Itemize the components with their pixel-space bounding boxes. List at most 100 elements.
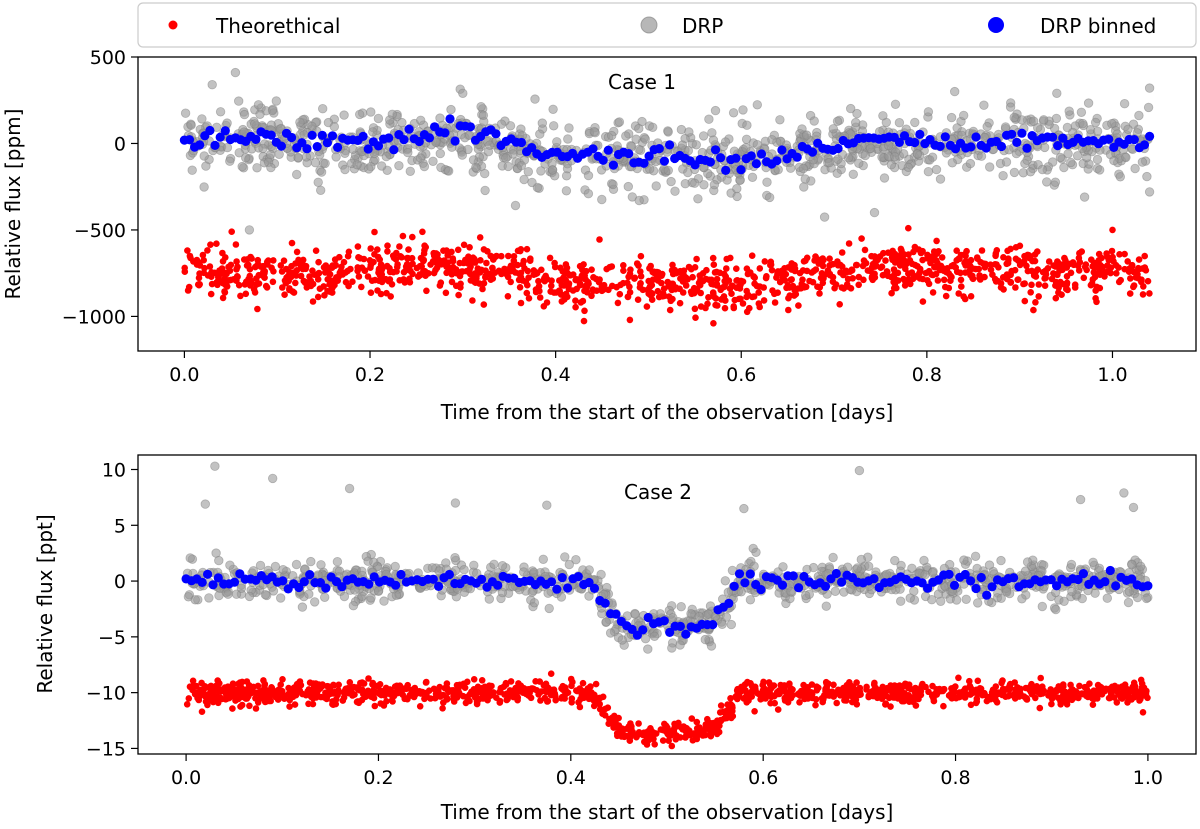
data-point-drp-897 — [614, 117, 625, 127]
data-point-theorethical-685 — [227, 261, 235, 269]
data-point-theorethical-1252 — [388, 691, 396, 699]
data-point-theorethical-245 — [581, 307, 588, 315]
data-point-theorethical-118 — [620, 262, 627, 269]
data-point-theorethical-1067 — [673, 723, 680, 730]
data-point-theorethical-454 — [423, 678, 430, 686]
data-point-theorethical-377 — [1055, 284, 1062, 292]
data-point-drp-756 — [379, 596, 389, 606]
data-point-drp-74 — [676, 602, 686, 612]
data-point-theorethical-1256 — [1073, 689, 1080, 696]
data-point-drp-526 — [726, 619, 737, 630]
data-point-theorethical-1229 — [896, 691, 904, 698]
data-point-drp-1025 — [663, 127, 673, 137]
data-point-theorethical-609 — [346, 679, 354, 686]
data-point-drp-122 — [979, 100, 989, 110]
data-point-theorethical-1236 — [572, 303, 579, 311]
data-point-theorethical-1117 — [648, 296, 656, 304]
data-point-theorethical-1164 — [797, 285, 805, 292]
data-point-theorethical-369 — [919, 298, 927, 305]
data-point-theorethical-1185 — [1020, 258, 1028, 265]
data-point-theorethical-1082 — [1093, 283, 1101, 291]
data-point-theorethical-1140 — [216, 687, 224, 695]
data-point-drp-221 — [197, 114, 207, 124]
data-point-theorethical-1102 — [488, 682, 495, 690]
data-point-theorethical-933 — [848, 266, 856, 274]
data-point-drp-binned-95 — [665, 140, 675, 150]
data-point-theorethical-940 — [184, 247, 191, 254]
data-point-theorethical-886 — [973, 698, 981, 705]
data-point-drp-binned-105 — [716, 153, 726, 163]
data-point-drp-558 — [225, 560, 235, 570]
data-point-drp-562 — [1066, 157, 1076, 168]
data-point-theorethical-904 — [1071, 284, 1079, 291]
data-point-theorethical-795 — [800, 258, 808, 265]
data-point-drp-666 — [925, 155, 935, 165]
data-point-theorethical-760 — [1116, 251, 1123, 258]
data-point-theorethical-805 — [483, 259, 490, 267]
data-point-theorethical-1202 — [826, 255, 833, 262]
data-point-drp-915 — [596, 569, 606, 580]
data-point-theorethical-1126 — [690, 284, 698, 292]
data-point-drp-661 — [497, 561, 508, 571]
data-point-theorethical-733 — [855, 273, 863, 281]
data-point-theorethical-1156 — [328, 289, 336, 296]
data-point-theorethical-1068 — [401, 695, 409, 703]
data-point-theorethical-775 — [933, 257, 940, 264]
data-point-drp-binned-148 — [935, 141, 945, 151]
data-point-drp-binned-89 — [659, 616, 669, 626]
data-point-drp-920 — [397, 117, 407, 128]
data-point-theorethical-738 — [614, 299, 622, 307]
data-point-theorethical-984 — [233, 277, 240, 285]
data-point-theorethical-1179 — [532, 270, 539, 278]
data-point-drp-758 — [895, 584, 905, 594]
data-point-drp-934 — [985, 162, 995, 172]
data-point-theorethical-727 — [409, 233, 416, 241]
data-point-theorethical-754 — [917, 249, 925, 257]
data-point-theorethical-1295 — [973, 688, 981, 696]
data-point-theorethical-1216 — [356, 687, 364, 694]
data-point-drp-1031 — [708, 135, 719, 145]
data-point-theorethical-826 — [1052, 271, 1059, 278]
data-point-theorethical-1232 — [547, 670, 555, 677]
data-point-theorethical-589 — [1030, 306, 1037, 314]
data-point-drp-binned-41 — [389, 145, 399, 155]
data-point-drp-991 — [670, 186, 680, 196]
data-point-theorethical-1228 — [449, 255, 457, 263]
data-point-drp-607 — [951, 595, 962, 605]
data-point-theorethical-1177 — [615, 730, 622, 738]
data-point-theorethical-515 — [455, 291, 462, 299]
data-point-theorethical-1061 — [336, 269, 344, 277]
data-point-drp-950 — [1037, 164, 1048, 175]
data-point-drp-963 — [278, 565, 288, 575]
data-point-drp-687 — [947, 158, 958, 168]
data-point-theorethical-889 — [980, 260, 987, 267]
data-point-theorethical-914 — [702, 731, 709, 739]
data-point-theorethical-1250 — [510, 693, 517, 701]
data-point-theorethical-1226 — [837, 691, 845, 699]
data-point-drp-676 — [390, 561, 400, 572]
data-point-drp-801 — [732, 191, 742, 202]
data-point-theorethical-880 — [888, 289, 895, 297]
data-point-theorethical-698 — [568, 699, 575, 706]
data-point-theorethical-1144 — [716, 709, 724, 716]
data-point-theorethical-778 — [1092, 295, 1099, 302]
data-point-theorethical-600 — [693, 255, 700, 263]
data-point-theorethical-444 — [845, 240, 853, 247]
data-point-theorethical-1136 — [419, 228, 426, 236]
data-point-drp-1050 — [903, 162, 914, 173]
data-point-drp-817 — [1107, 118, 1117, 129]
data-point-theorethical-1159 — [1005, 256, 1012, 264]
data-point-drp-832 — [745, 595, 756, 605]
data-point-drp-890 — [832, 116, 843, 127]
data-point-drp-binned-3 — [195, 140, 205, 150]
data-point-theorethical-994 — [472, 279, 479, 287]
data-point-theorethical-1241 — [436, 683, 444, 691]
data-point-theorethical-1249 — [219, 294, 227, 302]
data-point-drp-1062 — [564, 123, 574, 133]
data-point-drp-493 — [698, 131, 709, 141]
data-point-theorethical-1070 — [1062, 693, 1070, 701]
data-point-theorethical-1082 — [640, 729, 648, 736]
data-point-theorethical-744 — [484, 248, 491, 255]
data-point-drp-675 — [244, 591, 255, 602]
data-point-theorethical-926 — [371, 251, 378, 258]
